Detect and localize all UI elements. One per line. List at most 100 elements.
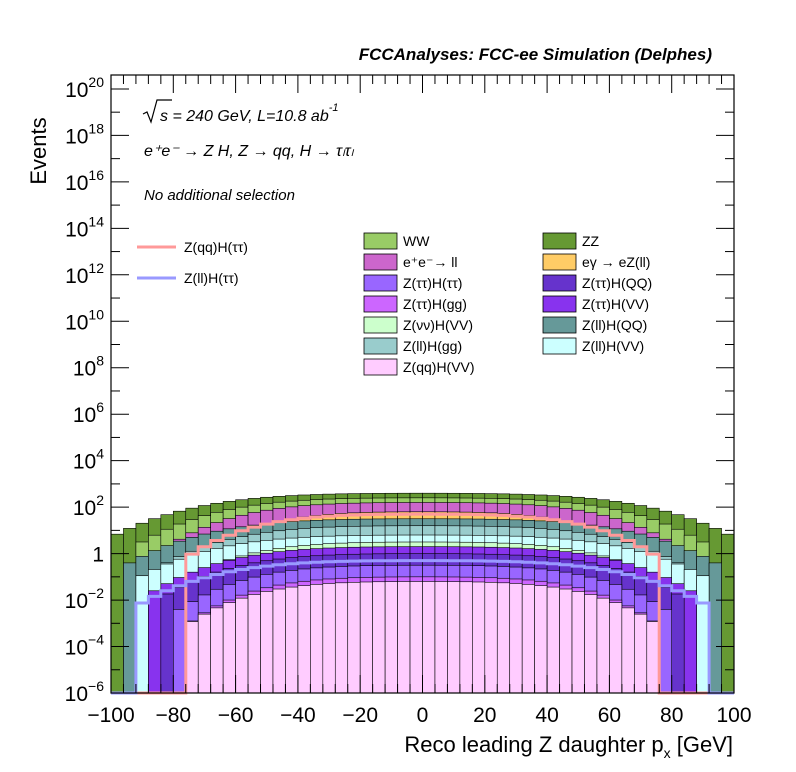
bar-12-33 bbox=[521, 584, 535, 694]
energy-annotation: s = 240 GeV, L=10.8 ab-1 bbox=[160, 102, 339, 125]
selection-annotation: No additional selection bbox=[144, 187, 295, 204]
x-tick-label-2: −60 bbox=[218, 704, 254, 727]
bar-12-16 bbox=[310, 584, 324, 694]
bar-12-19 bbox=[347, 582, 361, 694]
bar-12-13 bbox=[272, 588, 286, 694]
process-annotation: e⁺e⁻ → Z H, Z → qq, H → τₗτₗ bbox=[144, 143, 355, 160]
bar-4-48 bbox=[708, 562, 722, 694]
legend-left-label-0: WW bbox=[403, 233, 430, 249]
y-tick-label-10: 1014 bbox=[65, 213, 104, 241]
bar-12-28 bbox=[459, 581, 473, 694]
legend-signal-label-0: Z(qq)H(ττ) bbox=[184, 239, 248, 255]
bar-4-1 bbox=[123, 562, 137, 694]
bar-12-20 bbox=[359, 581, 373, 694]
legend-right-swatch-3 bbox=[542, 295, 577, 313]
legend-right-swatch-0 bbox=[542, 232, 577, 250]
bar-12-10 bbox=[235, 597, 249, 694]
bar-12-38 bbox=[584, 594, 598, 694]
y-tick-label-7: 108 bbox=[73, 353, 104, 381]
x-tick-label-7: 40 bbox=[535, 704, 558, 727]
bar-8-46 bbox=[683, 590, 697, 694]
bar-12-14 bbox=[285, 586, 299, 694]
y-axis-label: Events bbox=[26, 117, 51, 184]
legend-left-label-2: Z(ττ)H(ττ) bbox=[403, 275, 462, 291]
y-tick-label-6: 106 bbox=[73, 399, 104, 427]
bar-12-27 bbox=[447, 581, 461, 694]
legend-left-label-1: e⁺e⁻→ ll bbox=[403, 254, 457, 270]
signal-line-0 bbox=[111, 512, 734, 695]
bar-9-4 bbox=[160, 593, 174, 694]
signal-line-1 bbox=[111, 559, 734, 695]
legend-left-label-6: Z(qq)H(VV) bbox=[403, 359, 475, 375]
bar-12-18 bbox=[334, 582, 349, 694]
bar-12-8 bbox=[210, 607, 224, 694]
y-tick-label-4: 102 bbox=[73, 492, 104, 520]
signal-lines bbox=[111, 512, 734, 695]
bar-12-34 bbox=[534, 585, 548, 694]
bar-12-23 bbox=[397, 581, 411, 694]
bar-12-40 bbox=[609, 602, 623, 694]
bar-12-42 bbox=[634, 613, 648, 694]
bar-6-47 bbox=[696, 575, 710, 694]
legend: Z(qq)H(ττ) Z(ll)H(ττ) WW e⁺e⁻→ ll Z(ττ)H(ττ)… bbox=[137, 232, 652, 376]
legend-left-label-3: Z(ττ)H(gg) bbox=[403, 296, 467, 312]
bar-12-12 bbox=[260, 591, 274, 694]
bar-12-22 bbox=[384, 581, 398, 694]
y-tick-label-3: 1 bbox=[92, 544, 104, 567]
stacked-bars bbox=[110, 492, 735, 694]
bar-0-49 bbox=[721, 533, 735, 694]
x-tick-label-8: 60 bbox=[598, 704, 621, 727]
x-tick-label-6: 20 bbox=[473, 704, 496, 727]
legend-right-label-4: Z(ll)H(QQ) bbox=[582, 317, 647, 333]
bar-10-5 bbox=[173, 609, 187, 694]
bar-12-39 bbox=[596, 597, 610, 694]
bar-12-11 bbox=[247, 594, 261, 694]
bar-12-21 bbox=[372, 581, 386, 694]
y-tick-label-0: 10−6 bbox=[65, 678, 105, 706]
bar-12-25 bbox=[422, 581, 436, 694]
x-tick-label-10: 100 bbox=[716, 704, 751, 727]
legend-right-label-1: eγ → eZ(ll) bbox=[582, 254, 650, 270]
legend-right-swatch-2 bbox=[542, 274, 577, 292]
x-tick-label-3: −40 bbox=[280, 704, 316, 727]
bar-12-7 bbox=[197, 613, 211, 694]
legend-left-swatch-2 bbox=[363, 274, 398, 292]
legend-left-swatch-4 bbox=[363, 316, 398, 334]
bar-6-2 bbox=[135, 575, 149, 694]
y-tick-label-13: 1020 bbox=[65, 74, 104, 102]
legend-left-swatch-5 bbox=[363, 337, 398, 355]
legend-left-swatch-3 bbox=[363, 295, 398, 313]
bar-12-24 bbox=[409, 581, 423, 694]
legend-left-swatch-1 bbox=[363, 253, 398, 271]
y-tick-label-8: 1010 bbox=[65, 306, 104, 334]
y-tick-label-2: 10−2 bbox=[65, 585, 105, 613]
legend-right-label-2: Z(ττ)H(QQ) bbox=[582, 275, 652, 291]
bar-12-6 bbox=[185, 621, 199, 694]
bar-0-0 bbox=[110, 533, 124, 694]
y-tick-label-5: 104 bbox=[73, 446, 104, 474]
legend-right-swatch-5 bbox=[542, 337, 577, 355]
bar-12-37 bbox=[571, 591, 585, 694]
bar-8-3 bbox=[148, 590, 162, 694]
bar-10-44 bbox=[658, 609, 672, 694]
legend-right-label-3: Z(ττ)H(VV) bbox=[582, 296, 649, 312]
y-tick-label-11: 1016 bbox=[65, 167, 104, 195]
legend-left-label-4: Z(νν)H(VV) bbox=[403, 317, 473, 333]
bar-12-35 bbox=[546, 586, 560, 694]
bar-12-32 bbox=[509, 583, 523, 694]
y-tick-label-9: 1012 bbox=[65, 260, 104, 288]
bar-12-36 bbox=[559, 588, 573, 694]
bar-9-45 bbox=[671, 593, 685, 694]
bar-12-17 bbox=[322, 583, 336, 694]
legend-left-label-5: Z(ll)H(gg) bbox=[403, 338, 462, 354]
legend-right-swatch-4 bbox=[542, 316, 577, 334]
x-tick-label-4: −20 bbox=[342, 704, 378, 727]
chart-title: FCCAnalyses: FCC-ee Simulation (Delphes) bbox=[359, 45, 713, 64]
y-tick-label-1: 10−4 bbox=[65, 632, 105, 660]
bar-12-9 bbox=[222, 602, 236, 694]
x-tick-label-1: −80 bbox=[155, 704, 191, 727]
x-axis-label: Reco leading Z daughter px [GeV] bbox=[404, 732, 733, 761]
legend-left-swatch-0 bbox=[363, 232, 398, 250]
x-tick-label-5: 0 bbox=[417, 704, 429, 727]
